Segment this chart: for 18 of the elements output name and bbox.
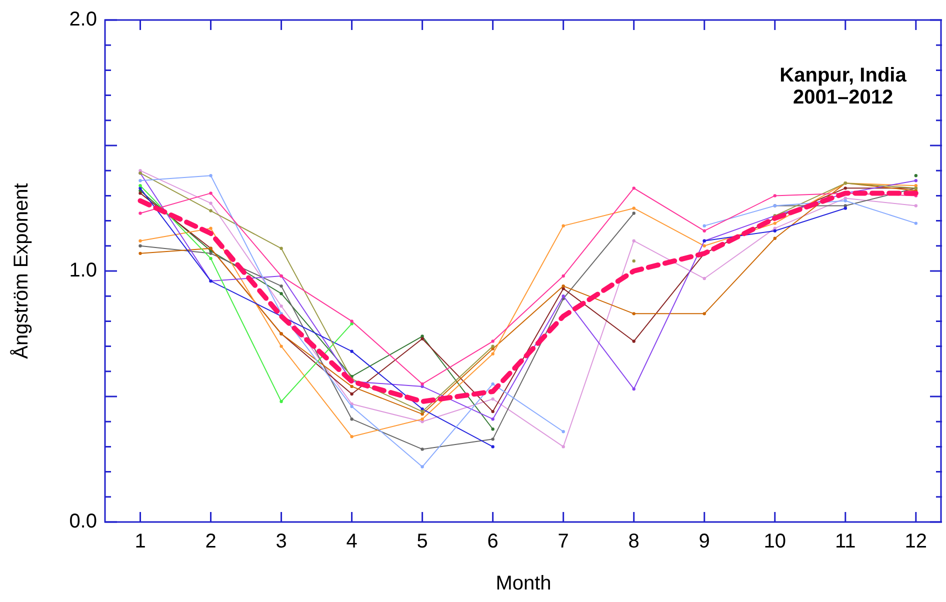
x-tick-label: 9	[698, 530, 710, 553]
x-tick-label: 2	[205, 530, 216, 553]
x-tick-label: 5	[416, 530, 428, 553]
x-tick-label: 10	[764, 530, 786, 553]
text: Kanpur, India 2001–2012	[780, 64, 908, 109]
x-tick-label: 4	[346, 530, 358, 553]
x-tick-label: 8	[628, 530, 640, 553]
x-tick-label: 1	[134, 530, 146, 553]
x-axis-title: Month	[496, 572, 552, 595]
x-tick-label: 11	[835, 530, 856, 553]
x-tick-label: 6	[487, 530, 498, 553]
x-tick-label: 12	[904, 530, 928, 553]
y-tick-label: 1.0	[69, 260, 97, 282]
y-tick-label: 2.0	[69, 8, 97, 31]
x-tick-label: 7	[558, 530, 569, 553]
y-tick-label: 0.0	[69, 510, 97, 533]
x-tick-label: 3	[276, 530, 287, 553]
y-axis-title: Ångström Exponent	[10, 182, 33, 359]
